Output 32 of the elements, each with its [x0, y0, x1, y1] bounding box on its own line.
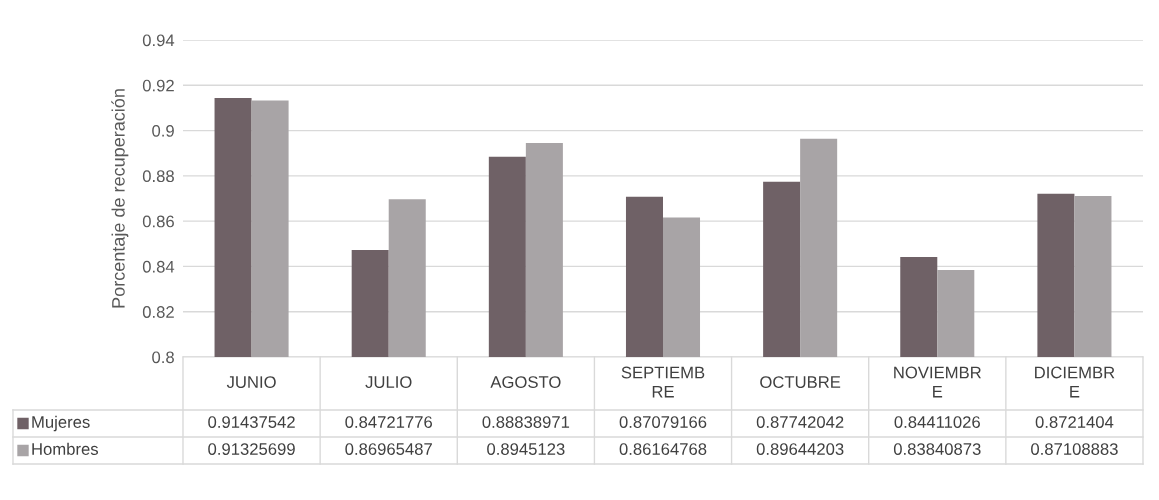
data-label: 0.83840873 — [893, 443, 981, 455]
x-tick-label: JUNIO — [226, 376, 276, 388]
data-label: 0.8945123 — [487, 443, 565, 455]
legend-label: Hombres — [32, 442, 99, 455]
y-tick-label: 0.8 — [152, 351, 174, 364]
data-label: 0.91437542 — [208, 416, 295, 428]
y-axis-title: Porcentaje de recuperación — [111, 89, 129, 308]
y-tick-label: 0.94 — [142, 34, 175, 47]
y-tick-label: 0.92 — [142, 79, 174, 92]
y-tick-label: 0.84 — [142, 260, 175, 273]
data-label: 0.87108883 — [1031, 443, 1118, 455]
legend-label: Mujeres — [32, 415, 90, 432]
data-label: 0.86164768 — [619, 443, 707, 455]
data-label: 0.87079166 — [619, 416, 707, 428]
y-tick-label: 0.82 — [142, 306, 174, 318]
data-label: 0.88838971 — [482, 416, 570, 428]
x-tick-label: OCTUBRE — [760, 376, 841, 388]
x-tick-label: DICIEMBRE — [1035, 366, 1115, 398]
y-tick-label: 0.86 — [142, 215, 174, 228]
data-label: 0.84721776 — [345, 416, 433, 428]
y-tick-label: 0.9 — [152, 124, 174, 137]
x-tick-label: JULIO — [365, 376, 412, 388]
data-label: 0.86965487 — [345, 443, 432, 455]
x-tick-label: SEPTIEMBRE — [621, 366, 705, 398]
data-label: 0.84411026 — [894, 416, 980, 428]
x-tick-label: NOVIEMBRE — [894, 366, 981, 398]
data-label: 0.91325699 — [208, 443, 295, 455]
data-label: 0.8721404 — [1035, 416, 1114, 428]
y-tick-label: 0.88 — [142, 170, 174, 183]
data-label: 0.87742042 — [756, 416, 844, 428]
x-tick-label: AGOSTO — [490, 376, 561, 388]
data-label: 0.89644203 — [756, 443, 844, 455]
